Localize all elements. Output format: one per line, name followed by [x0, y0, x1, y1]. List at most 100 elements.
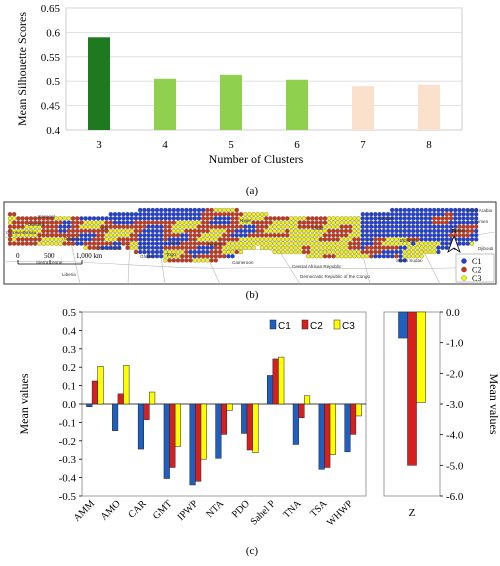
map-dot [310, 245, 315, 250]
map-dot [457, 207, 462, 213]
map-dot [146, 212, 151, 217]
map-dot [251, 212, 256, 217]
map-dot [327, 224, 332, 229]
indices-bar-C2-PDO [246, 403, 253, 451]
map-dot [58, 228, 63, 234]
map-dot [335, 233, 340, 238]
indices-y-tick-label: -0.1 [59, 417, 76, 429]
map-dot [436, 233, 441, 238]
map-dot [411, 254, 416, 259]
map-dot [327, 228, 332, 234]
map-dot [432, 249, 437, 255]
map-dot [24, 241, 29, 246]
map-dot [230, 254, 235, 259]
map-dot [348, 220, 353, 225]
map-dot [188, 245, 193, 250]
map-dot [192, 212, 197, 217]
map-dot [423, 212, 428, 217]
map-dot [138, 216, 143, 221]
map-dot [411, 220, 416, 225]
map-dot [188, 220, 193, 225]
map-dot [180, 216, 185, 221]
map-dot [251, 216, 256, 221]
map-dot [238, 220, 244, 225]
map-dot [243, 245, 248, 250]
indices-bar-C2-CAR [143, 403, 150, 420]
map-dot [360, 241, 365, 246]
map-dot [180, 249, 185, 255]
map-dot [226, 220, 231, 225]
map-dot [87, 228, 92, 234]
map-dot [335, 237, 340, 242]
map-dot [327, 241, 332, 246]
map-dot [297, 228, 302, 234]
map-dot [217, 220, 223, 225]
map-dot [469, 224, 475, 229]
map-dot [356, 241, 361, 246]
map-dot [436, 241, 441, 246]
map-dot [440, 233, 445, 238]
map-dot [406, 224, 412, 229]
map-dot [259, 245, 265, 250]
map-dot [184, 233, 189, 238]
map-dot [121, 233, 126, 238]
map-dot [238, 224, 244, 229]
map-dot [432, 220, 437, 225]
map-dot [96, 220, 101, 225]
map-dot [394, 237, 399, 242]
map-dot [45, 224, 50, 229]
map-dot [427, 212, 433, 217]
map-dot [322, 216, 328, 221]
map-dot [154, 233, 160, 238]
map-dot [138, 245, 143, 250]
map-dot [419, 228, 424, 234]
map-dot [41, 233, 46, 238]
map-dot [205, 212, 210, 217]
map-dot [247, 237, 252, 242]
map-dot [398, 245, 403, 250]
map-dot [289, 237, 294, 242]
map-dot [343, 220, 349, 225]
map-dot [62, 216, 67, 221]
map-dot [314, 220, 319, 225]
map-dot [213, 212, 218, 217]
map-dot [411, 207, 416, 213]
map-dot [234, 245, 239, 250]
map-dot [121, 212, 126, 217]
map-dot [230, 249, 235, 255]
map-dot [37, 216, 42, 221]
map-dot [133, 224, 139, 229]
map-dot [356, 224, 361, 229]
map-dot [398, 237, 403, 242]
map-dot [138, 237, 143, 242]
map-dot [205, 249, 210, 255]
map-dot [133, 233, 139, 238]
map-dot [360, 245, 365, 250]
map-dot [465, 216, 470, 221]
silhouette-y-label: Mean Silhouette Scores [15, 12, 29, 126]
map-dot [432, 233, 437, 238]
map-dot [125, 224, 130, 229]
map-dot [343, 216, 349, 221]
map-dot [188, 254, 193, 259]
map-dot [171, 212, 176, 217]
scale-bar: 0 500 1,000 km [16, 252, 103, 265]
map-dot [180, 258, 185, 263]
map-dot [192, 224, 197, 229]
country-label: Saudi Arabia [466, 208, 492, 213]
map-dot [167, 258, 172, 263]
map-dot [213, 237, 218, 242]
map-dot [28, 224, 34, 229]
map-dot [167, 216, 172, 221]
map-dot [49, 241, 55, 246]
map-dot [318, 216, 323, 221]
map-dot [37, 220, 42, 225]
map-dot [276, 233, 281, 238]
silhouette-x-tick-label: 8 [426, 139, 432, 151]
country-label: Mali [100, 226, 108, 231]
map-dot [272, 233, 277, 238]
map-dot [268, 216, 273, 221]
map-dot [163, 207, 168, 213]
map-dot [335, 241, 340, 246]
map-dot [142, 220, 147, 225]
